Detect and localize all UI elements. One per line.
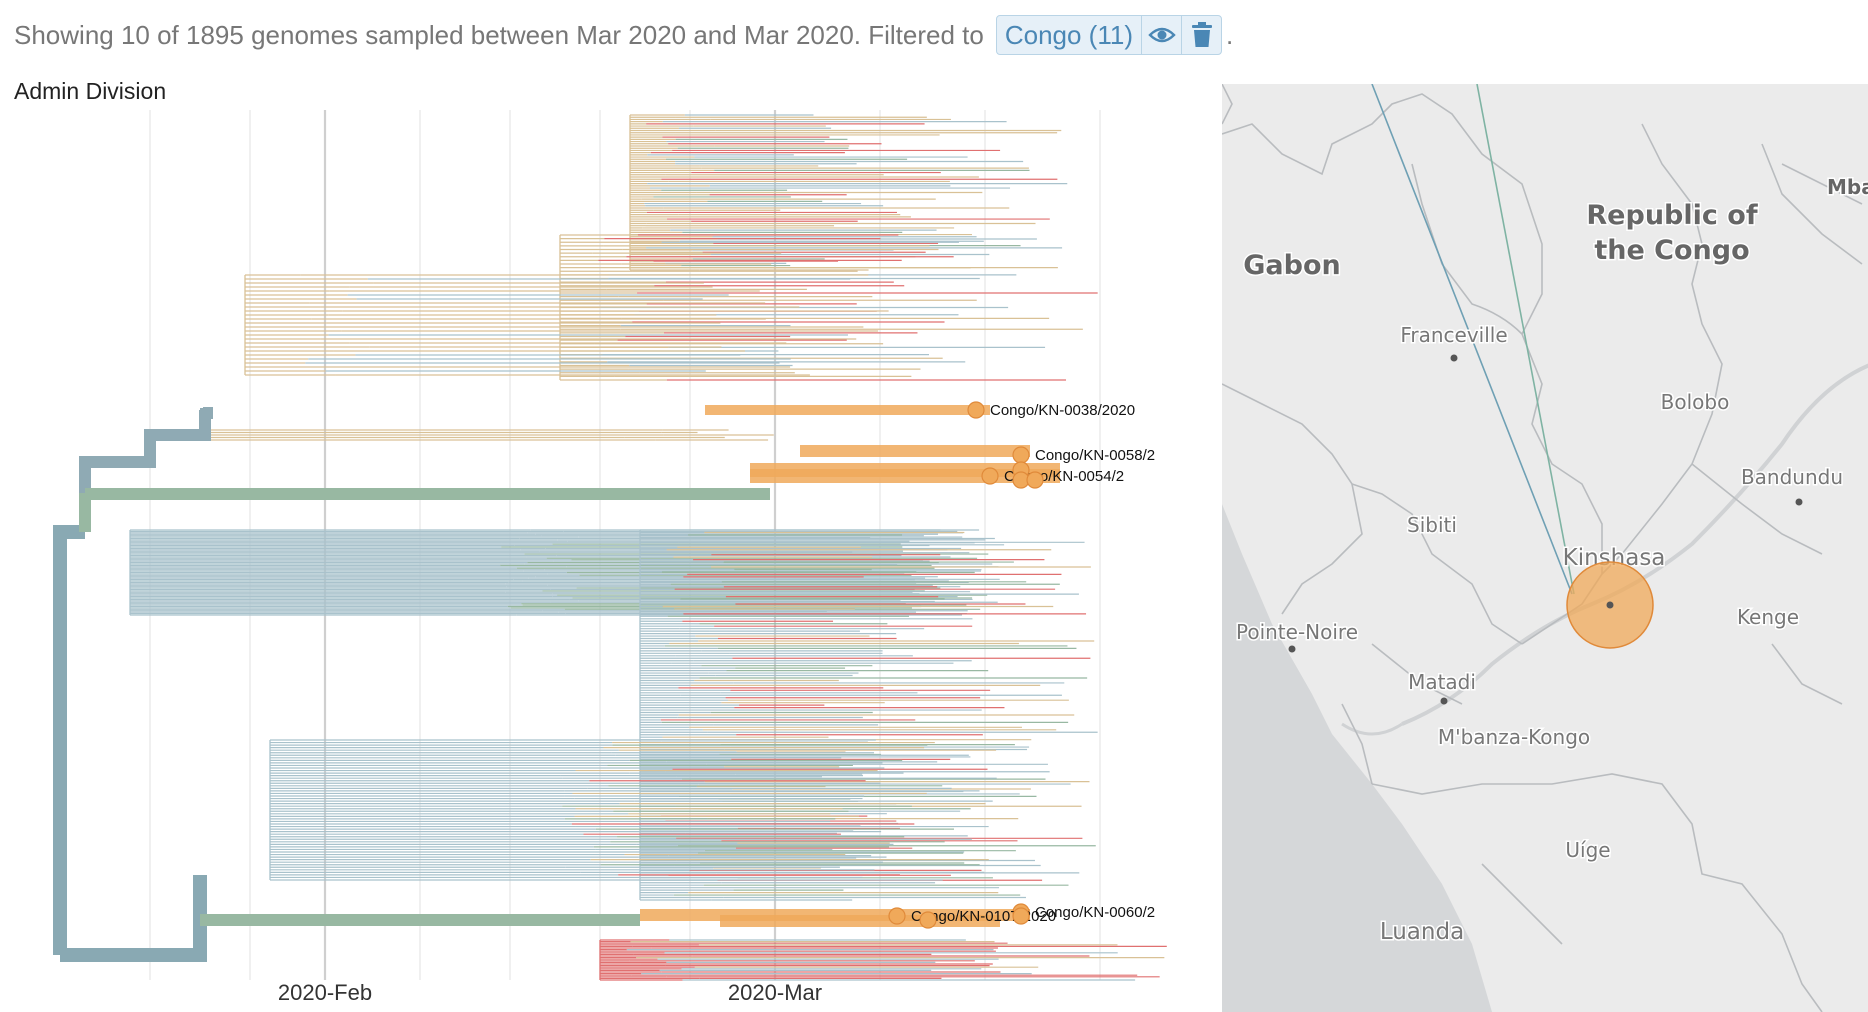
filter-label: Congo (11) — [1004, 19, 1133, 50]
city-dot — [1450, 354, 1458, 362]
axis-tick-label: 2020-Feb — [278, 980, 372, 1005]
toggle-filter-button[interactable] — [1141, 16, 1181, 54]
city-dot — [1288, 645, 1296, 653]
summary-text: Showing 10 of 1895 genomes sampled betwe… — [14, 19, 984, 50]
map-place-label: Franceville — [1400, 323, 1507, 347]
eye-icon — [1147, 27, 1176, 43]
tree-trunk[interactable] — [53, 407, 770, 962]
map-place-label: Pointe-Noire — [1236, 620, 1358, 644]
map[interactable]: Republic of the Congo Gabon Mba Franceville B… — [1222, 84, 1868, 1012]
transmission-line-2[interactable] — [1476, 84, 1575, 595]
trunk-to-kn0038[interactable] — [203, 407, 213, 419]
congo-tip[interactable] — [1026, 471, 1044, 489]
time-axis: 2020-Feb 2020-Mar — [278, 980, 822, 1005]
country-borders — [1222, 84, 1863, 1012]
map-place-label: Matadi — [1408, 670, 1476, 694]
kinshasa-dot — [1606, 601, 1614, 609]
congo-tip[interactable] — [919, 911, 937, 929]
filter-badge: Congo (11) — [995, 15, 1222, 55]
phylogenetic-tree[interactable]: Congo/KN-0038/2020 Congo/KN-0058/2 Congo/K… — [0, 110, 1200, 1012]
map-place-label: Luanda — [1380, 919, 1464, 945]
congo-tip[interactable] — [1012, 907, 1030, 925]
congo-branches[interactable] — [640, 405, 1060, 927]
transmission-line-1[interactable] — [1371, 84, 1573, 595]
map-place-label: Republic of — [1586, 200, 1757, 231]
axis-tick-label: 2020-Mar — [728, 980, 822, 1005]
ocean-area — [1222, 504, 1492, 1012]
congo-tip[interactable] — [1012, 446, 1030, 464]
map-place-label: Uíge — [1565, 838, 1610, 862]
tree-svg[interactable]: Congo/KN-0038/2020 Congo/KN-0058/2 Congo/K… — [0, 110, 1200, 1012]
map-place-label: M'banza-Kongo — [1438, 725, 1590, 749]
river-lower — [1341, 722, 1403, 736]
map-place-label: Sibiti — [1407, 513, 1457, 537]
tip-label: Congo/KN-0058/2 — [1035, 447, 1155, 464]
trunk-root-upper[interactable] — [53, 525, 85, 740]
map-place-label: Gabon — [1243, 250, 1340, 281]
map-labels: Republic of the Congo Gabon Mba Franceville B… — [1234, 174, 1868, 947]
map-place-label: Kenge — [1737, 605, 1799, 629]
river-congo — [1401, 363, 1868, 726]
summary-bar: Showing 10 of 1895 genomes sampled betwe… — [14, 14, 1233, 56]
city-dot — [1795, 498, 1803, 506]
congo-tip[interactable] — [967, 401, 985, 419]
map-place-label: the Congo — [1594, 235, 1749, 266]
map-place-label: Bolobo — [1661, 390, 1730, 414]
tree-thin-branches — [129, 114, 1167, 981]
congo-tip[interactable] — [888, 907, 906, 925]
congo-tip[interactable] — [981, 467, 999, 485]
remove-filter-button[interactable] — [1181, 16, 1221, 54]
map-svg[interactable]: Republic of the Congo Gabon Mba Franceville B… — [1222, 84, 1868, 1012]
tip-label: Congo/KN-0060/2 — [1035, 904, 1155, 921]
trunk-clade-a[interactable] — [79, 410, 211, 532]
map-place-label: Bandundu — [1741, 465, 1843, 489]
trunk-lower[interactable] — [60, 875, 207, 962]
tree-panel-title: Admin Division — [14, 78, 167, 104]
map-place-label: Mba — [1827, 175, 1868, 199]
summary-period: . — [1226, 19, 1234, 50]
tip-label: Congo/KN-0038/2020 — [990, 402, 1135, 419]
congo-tips[interactable]: Congo/KN-0038/2020 Congo/KN-0058/2 Congo/K… — [888, 401, 1155, 929]
city-dot — [1440, 697, 1448, 705]
trunk-green-clade[interactable] — [79, 488, 770, 532]
trash-icon — [1191, 22, 1212, 47]
